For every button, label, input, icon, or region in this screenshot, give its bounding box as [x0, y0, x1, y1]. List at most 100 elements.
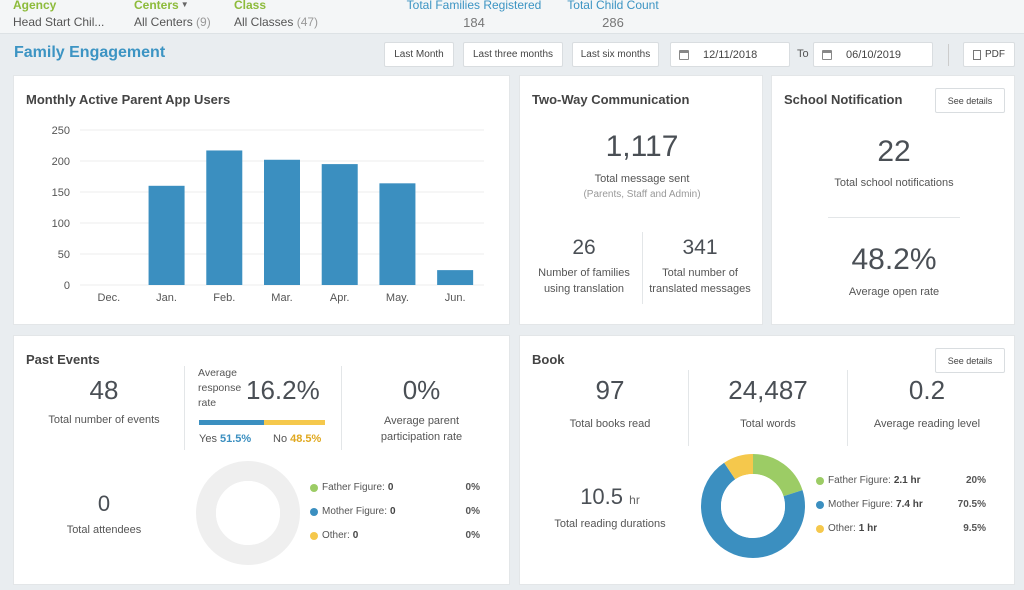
total-messages-value: 1,117 [605, 130, 679, 163]
centers-count: (9) [196, 15, 211, 29]
y-tick-label: 150 [52, 187, 70, 199]
card-title: Past Events [26, 352, 100, 367]
centers-filter[interactable]: Centers ▼ All Centers (9) [134, 0, 211, 30]
pdf-label: PDF [985, 49, 1005, 60]
families-translation-label-line: using translation [543, 283, 625, 295]
translated-messages-label-line: Total number of [662, 267, 738, 279]
class-value[interactable]: All Classes (47) [234, 14, 318, 30]
pdf-button[interactable]: PDF [963, 42, 1015, 67]
divider [688, 370, 689, 446]
agency-filter[interactable]: Agency Head Start Chil... [13, 0, 104, 30]
reading-durations-label: Total reading durations [554, 518, 666, 530]
y-tick-label: 100 [52, 218, 70, 230]
y-tick-label: 200 [52, 156, 70, 168]
bar[interactable] [148, 185, 185, 285]
participation-label: Average parent participation rate [354, 413, 489, 445]
centers-label[interactable]: Centers ▼ [134, 0, 211, 12]
legend-label: Other: [322, 530, 350, 541]
to-label: To [797, 48, 809, 60]
response-bar-yes-fill [199, 420, 264, 425]
response-rate-label-line: response [198, 382, 242, 394]
no-value: 48.5% [290, 433, 322, 445]
card-title: Book [532, 352, 565, 367]
see-details-button[interactable]: See details [935, 88, 1005, 113]
total-children: Total Child Count 286 [560, 0, 666, 31]
card-title: Monthly Active Parent App Users [26, 92, 231, 107]
participation-label-line: participation rate [380, 431, 463, 443]
participation-label-line: Average parent [383, 415, 460, 427]
legend-percent: 70.5% [957, 499, 986, 510]
x-tick-label: Dec. [98, 292, 121, 304]
donut-slice[interactable] [701, 454, 805, 558]
date-to-field[interactable]: 06/10/2019 [813, 42, 933, 67]
translated-messages-label: Total number of translated messages [642, 265, 758, 297]
agency-value[interactable]: Head Start Chil... [13, 15, 105, 29]
y-tick-label: 50 [58, 249, 70, 261]
divider [341, 366, 342, 450]
legend-dot-icon [310, 507, 318, 516]
x-tick-label: Apr. [330, 292, 350, 304]
last-three-months-button[interactable]: Last three months [463, 42, 563, 67]
centers-value[interactable]: All Centers (9) [134, 14, 211, 30]
bar[interactable] [437, 270, 474, 285]
x-tick-label: Mar. [271, 292, 292, 304]
reading-durations-value: 10.5 hr [540, 484, 680, 510]
chevron-down-icon[interactable]: ▼ [180, 0, 189, 9]
divider [184, 366, 185, 450]
yes-stat: Yes 51.5% [199, 431, 251, 447]
divider [948, 44, 949, 66]
legend-dot-icon [310, 483, 318, 492]
last-month-button[interactable]: Last Month [384, 42, 454, 67]
legend-item: Other: 1 hr [816, 523, 877, 534]
date-from-value: 12/11/2018 [703, 48, 758, 61]
response-rate-value: 16.2% [246, 375, 320, 405]
filter-bar: Agency Head Start Chil... Centers ▼ All C… [0, 0, 1024, 34]
translated-messages-label-line: translated messages [649, 283, 751, 295]
legend-percent: 0% [465, 482, 480, 493]
centers-value-text: All Centers [134, 15, 193, 29]
last-six-months-button[interactable]: Last six months [572, 42, 659, 67]
class-filter[interactable]: Class All Classes (47) [234, 0, 318, 30]
bar[interactable] [321, 164, 358, 285]
legend-item: Other: 0 [310, 530, 358, 541]
calendar-icon [822, 49, 832, 60]
bar[interactable] [379, 183, 416, 285]
legend-dot-icon [310, 531, 318, 540]
legend-dot-icon [816, 524, 824, 533]
donut-slice[interactable] [701, 454, 805, 558]
divider [828, 217, 960, 218]
agency-label: Agency [13, 0, 57, 12]
y-tick-label: 250 [52, 125, 70, 137]
total-words-label: Total words [740, 418, 796, 430]
yes-label: Yes [199, 433, 217, 445]
translated-messages-value: 341 [682, 236, 718, 259]
bar[interactable] [206, 150, 243, 285]
legend-value: 1 hr [858, 523, 878, 534]
attendees-label: Total attendees [66, 524, 142, 536]
book-card: Book See details 97 Total books read 24,… [519, 335, 1015, 585]
total-events-value: 48 [89, 375, 119, 405]
x-tick-label: Jan. [156, 292, 177, 304]
see-details-button[interactable]: See details [935, 348, 1005, 373]
bar-chart: 0 50 100 150 200 250 Dec. Jan. Feb. Mar. Apr. May. J… [52, 125, 484, 304]
legend-value: 0 [387, 482, 394, 493]
legend-value: 2.1 hr [893, 475, 921, 486]
total-events-label: Total number of events [48, 414, 160, 426]
card-title: School Notification [784, 92, 903, 107]
legend-percent: 9.5% [963, 523, 986, 534]
donut-inner-ring [721, 474, 785, 538]
legend-percent: 0% [465, 530, 480, 541]
books-read-label: Total books read [569, 418, 651, 430]
x-tick-label: May. [386, 292, 409, 304]
date-from-field[interactable]: 12/11/2018 [670, 42, 790, 67]
bar[interactable] [264, 159, 300, 285]
response-rate-label-line: Average [198, 367, 237, 379]
divider [847, 370, 848, 446]
legend-percent: 20% [965, 475, 986, 486]
total-children-value: 286 [602, 15, 624, 30]
legend-item: Mother Figure: 0 [310, 506, 396, 517]
families-translation-label: Number of families using translation [526, 265, 642, 297]
x-tick-label: Jun. [445, 292, 466, 304]
reading-durations-unit: hr [629, 493, 640, 507]
total-words-value: 24,487 [728, 375, 808, 405]
